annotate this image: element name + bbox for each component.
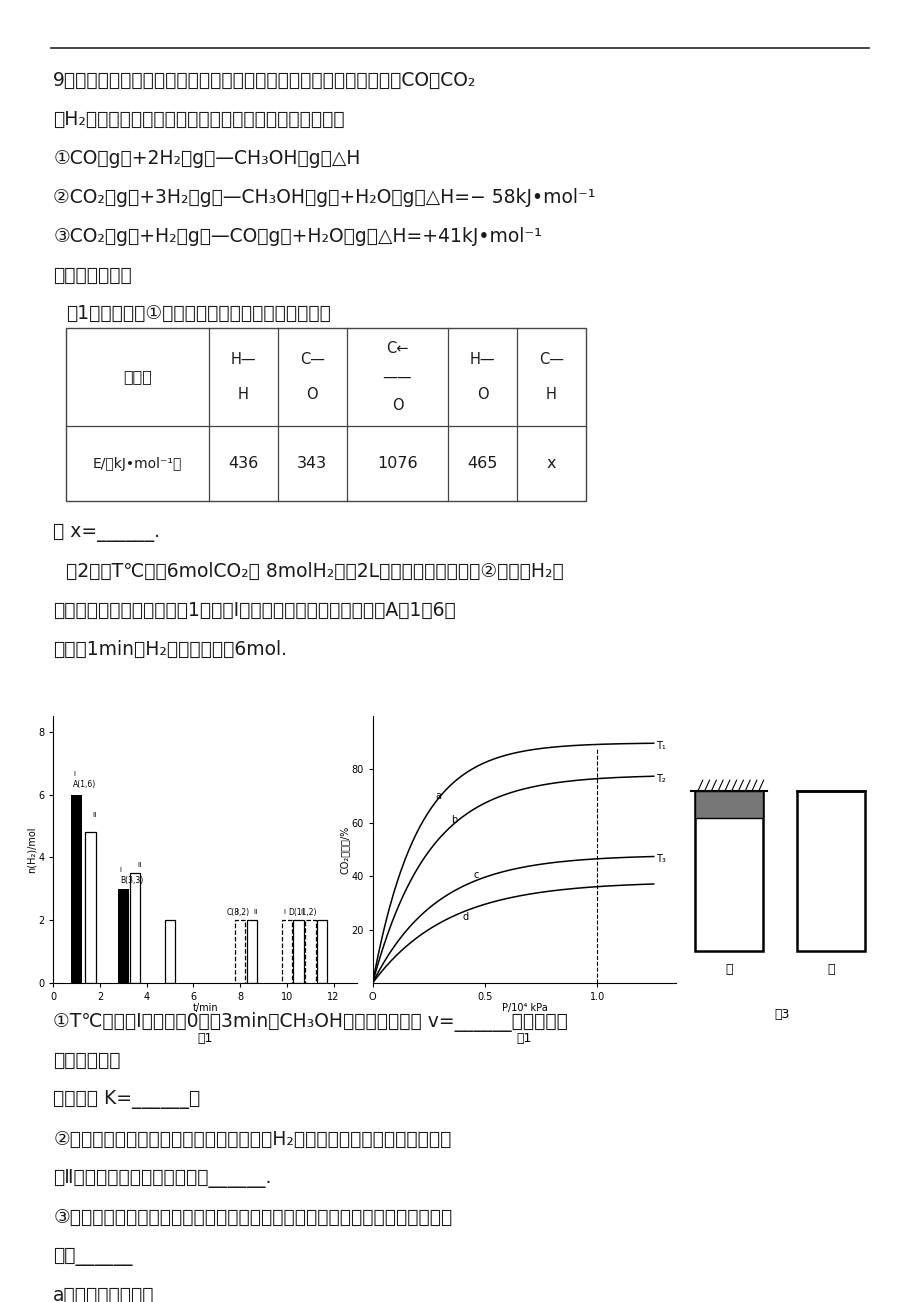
- Text: ③CO₂（g）+H₂（g）—CO（g）+H₂O（g）△H=+41kJ•mol⁻¹: ③CO₂（g）+H₂（g）—CO（g）+H₂O（g）△H=+41kJ•mol⁻¹: [53, 228, 541, 246]
- Text: 物质的量随时间的变化如图1中状态Ⅰ（图中实线）所示．图中数据A（1，6）: 物质的量随时间的变化如图1中状态Ⅰ（图中实线）所示．图中数据A（1，6）: [53, 602, 456, 620]
- Text: 1076: 1076: [377, 456, 417, 471]
- Text: 态Ⅱ所示，则改变的条件可能是______.: 态Ⅱ所示，则改变的条件可能是______.: [53, 1169, 271, 1187]
- Text: Ⅱ: Ⅱ: [254, 909, 256, 915]
- Text: 436: 436: [228, 456, 258, 471]
- Text: 甲: 甲: [724, 963, 732, 976]
- Bar: [165, 921, 176, 983]
- Text: T₃: T₃: [655, 854, 665, 865]
- Text: （1）已知反应①中的相关的化学键键能数据如下：: （1）已知反应①中的相关的化学键键能数据如下：: [66, 305, 331, 323]
- Text: 图1: 图1: [516, 1031, 531, 1044]
- Text: Ⅰ: Ⅰ: [236, 909, 238, 915]
- Text: B(3,3): B(3,3): [119, 875, 143, 884]
- Text: A(1,6): A(1,6): [74, 780, 96, 789]
- Text: T₁: T₁: [655, 741, 665, 751]
- Bar: [234, 921, 245, 983]
- Text: ③一定温度下，此反应在恒容容器中进行，能判断该反应达到化学平衡状态依据: ③一定温度下，此反应在恒容容器中进行，能判断该反应达到化学平衡状态依据: [53, 1208, 452, 1226]
- Text: x: x: [546, 456, 556, 471]
- Text: 图1: 图1: [198, 1031, 212, 1044]
- Text: C(8,2): C(8,2): [226, 909, 249, 918]
- Y-axis label: CO₂转化率/%: CO₂转化率/%: [339, 825, 349, 874]
- Text: C—: C—: [300, 353, 324, 367]
- Text: ①CO（g）+2H₂（g）—CH₃OH（g）△H: ①CO（g）+2H₂（g）—CH₃OH（g）△H: [53, 148, 360, 168]
- Text: Ⅰ: Ⅰ: [119, 867, 121, 872]
- Text: 和H₂）在催化剂的作用下合成甲醇，发生的主反应如下：: 和H₂）在催化剂的作用下合成甲醇，发生的主反应如下：: [53, 111, 345, 129]
- Text: （2）若T℃时将6molCO₂和 8molH₂充入2L密闭容器中发生反应②，测得H₂的: （2）若T℃时将6molCO₂和 8molH₂充入2L密闭容器中发生反应②，测得…: [66, 562, 563, 581]
- Bar: [85, 832, 96, 983]
- Bar: [695, 790, 762, 818]
- Text: 则 x=______.: 则 x=______.: [53, 522, 160, 542]
- Bar: [130, 874, 141, 983]
- Bar: [246, 921, 256, 983]
- Bar: [281, 921, 292, 983]
- Text: 图3: 图3: [774, 1008, 789, 1021]
- Text: O: O: [391, 398, 403, 413]
- Text: 平衡常数 K=______；: 平衡常数 K=______；: [53, 1091, 200, 1109]
- Text: 9．甲醇是重要的化工原料，又可称为燃料．利用合成气（主要成分为CO、CO₂: 9．甲醇是重要的化工原料，又可称为燃料．利用合成气（主要成分为CO、CO₂: [53, 70, 476, 90]
- Bar: [316, 921, 327, 983]
- Text: Ⅱ: Ⅱ: [301, 909, 303, 915]
- Bar: [118, 889, 129, 983]
- Bar: [305, 921, 315, 983]
- Y-axis label: n(H₂)/mol: n(H₂)/mol: [27, 827, 37, 872]
- Text: Ⅰ: Ⅰ: [283, 909, 285, 915]
- Text: Ⅰ: Ⅰ: [73, 771, 74, 777]
- Text: T₂: T₂: [655, 773, 665, 784]
- Text: D(11,2): D(11,2): [288, 909, 316, 918]
- Text: 343: 343: [297, 456, 327, 471]
- Text: Ⅱ: Ⅱ: [93, 811, 96, 818]
- Text: ①T℃时状态Ⅰ条件下，0－－3min内CH₃OH的平均反应速率 v=______（保留两位: ①T℃时状态Ⅰ条件下，0－－3min内CH₃OH的平均反应速率 v=______…: [53, 1013, 568, 1032]
- Text: 465: 465: [467, 456, 497, 471]
- Text: d: d: [462, 913, 468, 922]
- Text: c: c: [473, 870, 479, 880]
- Bar: [293, 921, 303, 983]
- Text: C—: C—: [539, 353, 563, 367]
- Text: 乙: 乙: [826, 963, 834, 976]
- Text: ——: ——: [382, 370, 412, 384]
- Text: 回答下列问题：: 回答下列问题：: [53, 267, 132, 285]
- Text: a: a: [435, 792, 441, 801]
- Text: ②其他条件不变时，仅改变某一条件后测得H₂的物质的量随时间变化如图中状: ②其他条件不变时，仅改变某一条件后测得H₂的物质的量随时间变化如图中状: [53, 1129, 451, 1148]
- Text: 化学键: 化学键: [123, 370, 152, 384]
- Text: 有效数字），: 有效数字），: [53, 1052, 120, 1070]
- Bar: [695, 790, 762, 950]
- Text: E/（kJ•mol⁻¹）: E/（kJ•mol⁻¹）: [93, 457, 182, 470]
- Text: Ⅱ: Ⅱ: [137, 862, 140, 868]
- Text: O: O: [306, 387, 318, 401]
- Bar: [72, 794, 82, 983]
- X-axis label: t/min: t/min: [192, 1004, 218, 1013]
- X-axis label: P/10⁴ kPa: P/10⁴ kPa: [501, 1004, 547, 1013]
- Text: H—: H—: [231, 353, 255, 367]
- Text: H—: H—: [470, 353, 494, 367]
- Text: C←: C←: [386, 341, 408, 355]
- Text: ②CO₂（g）+3H₂（g）—CH₃OH（g）+H₂O（g）△H=− 58kJ•mol⁻¹: ②CO₂（g）+3H₂（g）—CH₃OH（g）+H₂O（g）△H=− 58kJ•…: [53, 187, 596, 207]
- Text: a．容器中压强不变: a．容器中压强不变: [53, 1286, 154, 1302]
- Bar: [797, 790, 864, 950]
- Text: H: H: [546, 387, 556, 401]
- Text: 代表在1min时H₂的物质的量是6mol.: 代表在1min时H₂的物质的量是6mol.: [53, 641, 287, 659]
- Text: H: H: [238, 387, 248, 401]
- Text: b: b: [451, 815, 457, 824]
- Text: 的是______: 的是______: [53, 1247, 132, 1266]
- Text: O: O: [476, 387, 488, 401]
- Bar: [66, 328, 585, 501]
